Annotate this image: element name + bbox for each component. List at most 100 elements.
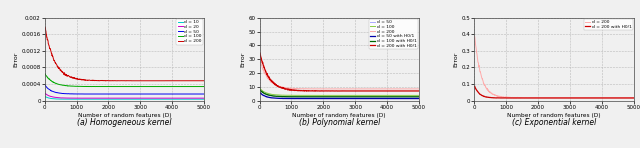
d = 100 with H0/1	[256, 89, 264, 91]
d = 200	[82, 79, 90, 81]
d = 100 with H0/1	[284, 96, 292, 98]
Line: d = 200 with H0/1: d = 200 with H0/1	[475, 87, 634, 98]
d = 20	[148, 97, 156, 99]
d = 100	[161, 86, 169, 87]
d = 100 with H0/1	[350, 96, 358, 98]
d = 200	[256, 60, 264, 61]
d = 50 with H0/1	[350, 98, 358, 99]
d = 20	[41, 92, 49, 94]
Legend: d = 200, d = 200 with H0/1: d = 200, d = 200 with H0/1	[584, 19, 633, 30]
d = 100	[328, 95, 336, 96]
Line: d = 200 with H0/1: d = 200 with H0/1	[260, 53, 419, 91]
d = 10	[83, 98, 90, 100]
d = 200	[310, 88, 317, 90]
d = 100	[350, 95, 358, 96]
d = 50	[41, 84, 49, 86]
d = 50	[69, 93, 77, 95]
d = 50	[113, 93, 121, 95]
d = 50 with H0/1	[294, 98, 302, 99]
d = 200 with H0/1	[256, 52, 264, 54]
Line: d = 100 with H0/1: d = 100 with H0/1	[260, 90, 419, 97]
d = 50	[318, 96, 326, 98]
d = 100	[69, 85, 77, 87]
d = 100	[376, 95, 383, 96]
d = 100	[297, 94, 305, 96]
Line: d = 100: d = 100	[260, 88, 419, 95]
d = 200	[512, 97, 520, 99]
d = 200 with H0/1	[376, 90, 383, 92]
d = 200	[161, 80, 169, 82]
d = 200	[200, 80, 208, 82]
d = 200	[591, 97, 598, 99]
d = 200	[113, 80, 120, 82]
Legend: d = 50, d = 100, d = 200, d = 50 with H0/1, d = 100 with H0/1, d = 200 with H0/1: d = 50, d = 100, d = 200, d = 50 with H0…	[369, 19, 418, 49]
d = 100	[94, 86, 102, 87]
d = 50	[82, 93, 90, 95]
d = 100	[415, 95, 422, 96]
Line: d = 50: d = 50	[45, 85, 204, 94]
d = 100 with H0/1	[362, 96, 370, 98]
d = 200 with H0/1	[509, 97, 517, 99]
d = 200 with H0/1	[350, 90, 358, 92]
d = 50	[200, 93, 208, 95]
d = 10	[73, 98, 81, 100]
d = 50	[92, 93, 100, 95]
d = 20	[69, 97, 77, 99]
d = 50	[135, 93, 143, 95]
d = 200	[69, 77, 77, 79]
d = 50	[350, 96, 358, 98]
d = 200	[148, 80, 156, 82]
d = 10	[148, 98, 156, 100]
d = 50	[297, 96, 305, 98]
d = 50 with H0/1	[328, 98, 336, 99]
d = 200 with H0/1	[362, 90, 370, 92]
d = 100 with H0/1	[376, 96, 383, 98]
d = 50 with H0/1	[256, 92, 264, 94]
d = 200	[577, 97, 585, 99]
d = 100	[284, 94, 292, 96]
Y-axis label: Error: Error	[454, 52, 459, 67]
d = 50	[362, 96, 370, 98]
d = 100 with H0/1	[305, 96, 312, 98]
Line: d = 200: d = 200	[260, 61, 419, 89]
d = 50	[256, 89, 264, 91]
d = 20	[86, 97, 94, 99]
d = 20	[200, 97, 208, 99]
d = 10	[135, 98, 143, 100]
d = 200	[565, 97, 573, 99]
d = 200	[284, 87, 292, 89]
d = 200 with H0/1	[630, 97, 637, 99]
d = 50	[328, 96, 336, 98]
X-axis label: Number of random features (D): Number of random features (D)	[77, 113, 171, 118]
d = 200 with H0/1	[543, 97, 551, 99]
Line: d = 100: d = 100	[45, 74, 204, 87]
Line: d = 50 with H0/1: d = 50 with H0/1	[260, 93, 419, 99]
d = 200	[113, 80, 121, 82]
d = 10	[69, 98, 77, 100]
d = 50 with H0/1	[376, 98, 383, 99]
d = 200 with H0/1	[328, 90, 335, 92]
X-axis label: Number of random features (D): Number of random features (D)	[292, 113, 386, 118]
d = 200	[328, 88, 336, 90]
d = 100	[41, 73, 49, 75]
d = 100 with H0/1	[415, 96, 422, 98]
d = 200	[362, 88, 370, 90]
d = 200 with H0/1	[499, 97, 507, 99]
d = 20	[135, 97, 143, 99]
d = 200 with H0/1	[284, 88, 292, 90]
Line: d = 200: d = 200	[475, 37, 634, 98]
Line: d = 50: d = 50	[260, 90, 419, 97]
d = 20	[113, 97, 121, 99]
d = 50	[161, 93, 169, 95]
X-axis label: Number of random features (D): Number of random features (D)	[508, 113, 601, 118]
d = 10	[200, 98, 208, 100]
Line: d = 20: d = 20	[45, 93, 204, 98]
d = 50	[148, 93, 156, 95]
Text: (c) Exponential kernel: (c) Exponential kernel	[512, 118, 596, 127]
d = 50 with H0/1	[415, 98, 422, 99]
d = 200 with H0/1	[415, 90, 422, 92]
d = 200	[135, 80, 143, 82]
d = 200 with H0/1	[565, 97, 573, 99]
d = 200 with H0/1	[334, 90, 342, 92]
d = 10	[113, 98, 121, 100]
